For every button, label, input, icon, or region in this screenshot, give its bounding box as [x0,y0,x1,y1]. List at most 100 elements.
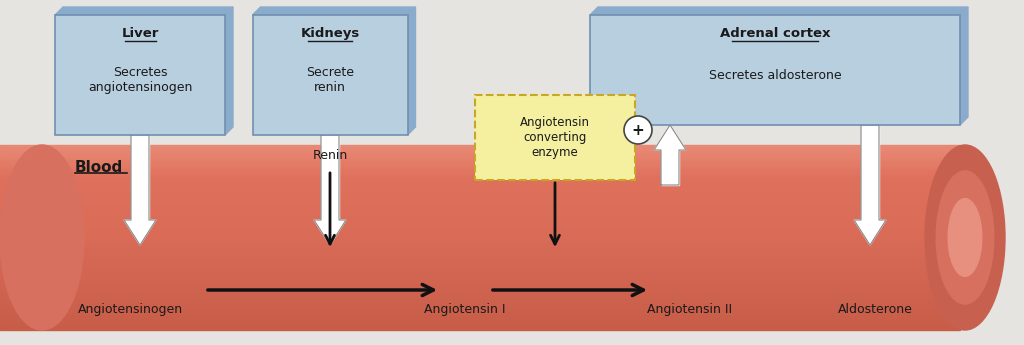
Text: Angiotensinogen: Angiotensinogen [78,303,182,316]
Bar [0,202,961,205]
Bar [0,163,961,166]
Bar [0,223,961,226]
Bar [0,244,961,247]
Bar [0,170,961,173]
Bar [0,218,961,221]
Bar [0,179,961,182]
Bar [0,260,961,263]
Bar [0,181,961,184]
Bar [0,145,961,147]
Bar [0,267,961,270]
Bar [0,290,961,293]
Bar [0,147,961,150]
Bar [0,251,961,254]
Bar [0,211,961,214]
Bar [0,230,961,233]
Bar [0,283,961,286]
Bar [0,221,961,224]
Bar [0,309,961,312]
Bar [590,15,961,125]
Bar [0,311,961,314]
Text: Secrete
renin: Secrete renin [306,66,354,94]
Bar [0,297,961,300]
Bar [0,225,961,228]
Bar [0,214,961,217]
Bar [0,184,961,187]
Bar [0,269,961,272]
Bar [0,239,961,242]
Bar [0,158,961,161]
Bar [0,228,961,230]
Text: Angiotensin II: Angiotensin II [647,303,732,316]
Polygon shape [225,7,233,135]
Bar [0,235,961,237]
Bar [0,193,961,196]
Bar [0,316,961,318]
Bar [0,265,961,268]
Bar [0,248,961,252]
Bar [0,198,961,200]
Bar [0,318,961,321]
Bar [475,95,635,180]
Bar [0,154,961,157]
Bar [0,241,961,245]
Bar [662,150,679,185]
Text: Aldosterone: Aldosterone [838,303,912,316]
Circle shape [624,116,652,144]
Bar [0,188,961,191]
Text: Adrenal cortex: Adrenal cortex [720,27,830,40]
Bar [0,175,961,177]
Bar [0,237,961,240]
Polygon shape [55,7,233,15]
Bar [0,191,961,194]
Bar [0,325,961,328]
Polygon shape [654,125,686,150]
Polygon shape [253,7,416,15]
Bar [0,256,961,258]
Ellipse shape [936,171,994,304]
Text: Angiotensin I: Angiotensin I [424,303,506,316]
Bar [0,233,961,235]
Bar [0,263,961,265]
Bar [0,313,961,316]
Polygon shape [854,220,886,245]
Bar [0,274,961,277]
Bar [0,276,961,279]
Text: Secretes aldosterone: Secretes aldosterone [709,69,842,81]
Polygon shape [124,220,156,245]
Polygon shape [961,7,968,125]
Bar [131,135,150,220]
Polygon shape [590,7,968,15]
Bar [0,279,961,282]
Bar [0,286,961,288]
Polygon shape [314,220,346,245]
Polygon shape [408,7,416,135]
Bar [0,293,961,295]
Bar [0,272,961,275]
Bar [0,156,961,159]
Bar [0,195,961,198]
Bar [0,304,961,307]
Bar [861,125,879,220]
Bar [0,246,961,249]
Bar [253,15,408,135]
Text: +: + [632,122,644,138]
Bar [0,302,961,305]
Text: Angiotensin
converting
enzyme: Angiotensin converting enzyme [520,116,590,159]
Text: Kidneys: Kidneys [300,27,359,40]
Bar [0,281,961,284]
Bar [0,186,961,189]
Text: Renin: Renin [312,149,347,162]
Bar [0,320,961,323]
Bar [0,207,961,210]
Ellipse shape [0,145,84,330]
Text: Liver: Liver [121,27,159,40]
Bar [0,172,961,175]
Bar [0,200,961,203]
Ellipse shape [925,145,1005,330]
Bar [0,209,961,212]
Bar [0,216,961,219]
Bar [0,177,961,180]
Bar [0,151,961,154]
Bar [0,168,961,170]
